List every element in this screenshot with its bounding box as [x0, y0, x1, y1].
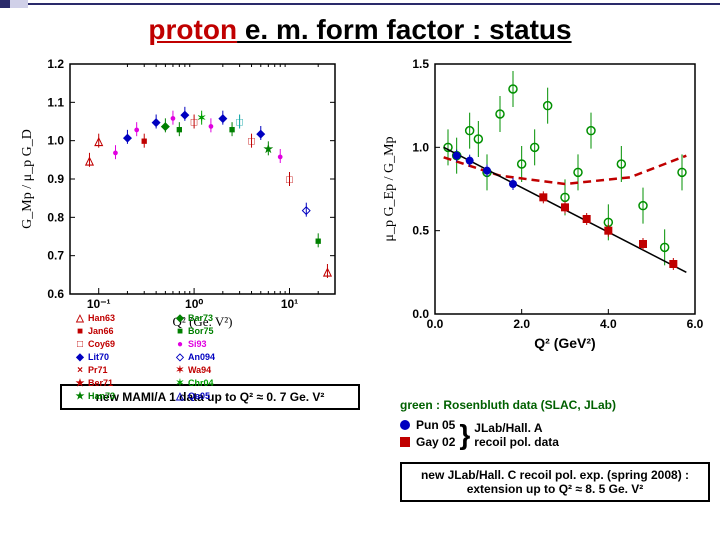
svg-text:◆: ◆ — [256, 128, 266, 140]
svg-text:1.2: 1.2 — [47, 57, 64, 71]
svg-text:●: ● — [133, 124, 140, 136]
svg-text:0.0: 0.0 — [427, 317, 444, 331]
svg-text:△: △ — [84, 155, 94, 167]
svg-text:6.0: 6.0 — [687, 317, 704, 331]
svg-text:1.0: 1.0 — [47, 134, 64, 148]
svg-text:◆: ◆ — [151, 117, 161, 129]
svg-text:◆: ◆ — [122, 132, 132, 144]
svg-text:△: △ — [322, 266, 332, 278]
svg-text:0.8: 0.8 — [47, 210, 64, 224]
left-chart: 0.6 0.7 0.8 0.9 1.0 1.1 1.2 10⁻¹ 10⁰ 10¹ G_Mp / μ_… — [15, 54, 345, 354]
svg-text:G_Mp / μ_p G_D: G_Mp / μ_p G_D — [20, 129, 35, 229]
svg-text:■: ■ — [315, 235, 322, 247]
svg-text:1.0: 1.0 — [412, 140, 429, 154]
page-title: proton e. m. form factor : status — [0, 14, 720, 46]
svg-text:★: ★ — [263, 143, 273, 155]
svg-text:◆: ◆ — [218, 113, 228, 125]
title-proton: proton — [148, 14, 237, 45]
svg-text:●: ● — [170, 113, 177, 125]
right-chart: 0.00.51.01.50.02.04.06.0μ_p G_Ep / G_MpQ… — [375, 54, 705, 354]
recoil-pol-label: recoil pol. data — [474, 435, 559, 449]
svg-text:●: ● — [208, 120, 215, 132]
top-decoration — [0, 0, 720, 8]
svg-text:0.9: 0.9 — [47, 172, 64, 186]
gay02-label: Gay 02 — [416, 435, 455, 449]
svg-text:□: □ — [248, 136, 255, 148]
gay02-marker — [400, 437, 410, 447]
svg-text:μ_p G_Ep / G_Mp: μ_p G_Ep / G_Mp — [382, 136, 397, 241]
rosenbluth-note: green : Rosenbluth data (SLAC, JLab) — [400, 398, 616, 412]
svg-text:◇: ◇ — [301, 205, 311, 217]
svg-text:■: ■ — [229, 124, 236, 136]
svg-text:✶: ✶ — [197, 113, 206, 125]
svg-text:●: ● — [112, 147, 119, 159]
svg-text:◆: ◆ — [180, 109, 190, 121]
svg-text:□: □ — [236, 117, 243, 129]
svg-text:△: △ — [93, 136, 103, 148]
svg-text:10⁻¹: 10⁻¹ — [87, 297, 111, 311]
svg-text:2.0: 2.0 — [513, 317, 530, 331]
svg-text:□: □ — [286, 174, 293, 186]
svg-text:0.6: 0.6 — [47, 287, 64, 301]
svg-text:■: ■ — [176, 124, 183, 136]
pun05-label: Pun 05 — [416, 418, 455, 432]
svg-text:10⁰: 10⁰ — [185, 297, 203, 311]
svg-text:●: ● — [277, 151, 284, 163]
svg-text:1.5: 1.5 — [412, 57, 429, 71]
svg-text:■: ■ — [141, 136, 148, 148]
jlab-hall-a-label: JLab/Hall. A — [474, 421, 559, 435]
note-jlab-c: new JLab/Hall. C recoil pol. exp. (sprin… — [400, 462, 710, 502]
svg-text:Q² (GeV²): Q² (GeV²) — [534, 335, 595, 351]
title-rest: e. m. form factor : status — [237, 14, 572, 45]
svg-text:10¹: 10¹ — [281, 297, 298, 311]
pun05-marker — [400, 420, 410, 430]
brace-icon: } — [459, 427, 470, 444]
right-legend-block: green : Rosenbluth data (SLAC, JLab) Pun… — [400, 398, 616, 452]
svg-text:0.5: 0.5 — [412, 224, 429, 238]
svg-text:1.1: 1.1 — [47, 95, 64, 109]
svg-text:4.0: 4.0 — [600, 317, 617, 331]
svg-text:0.7: 0.7 — [47, 249, 64, 263]
